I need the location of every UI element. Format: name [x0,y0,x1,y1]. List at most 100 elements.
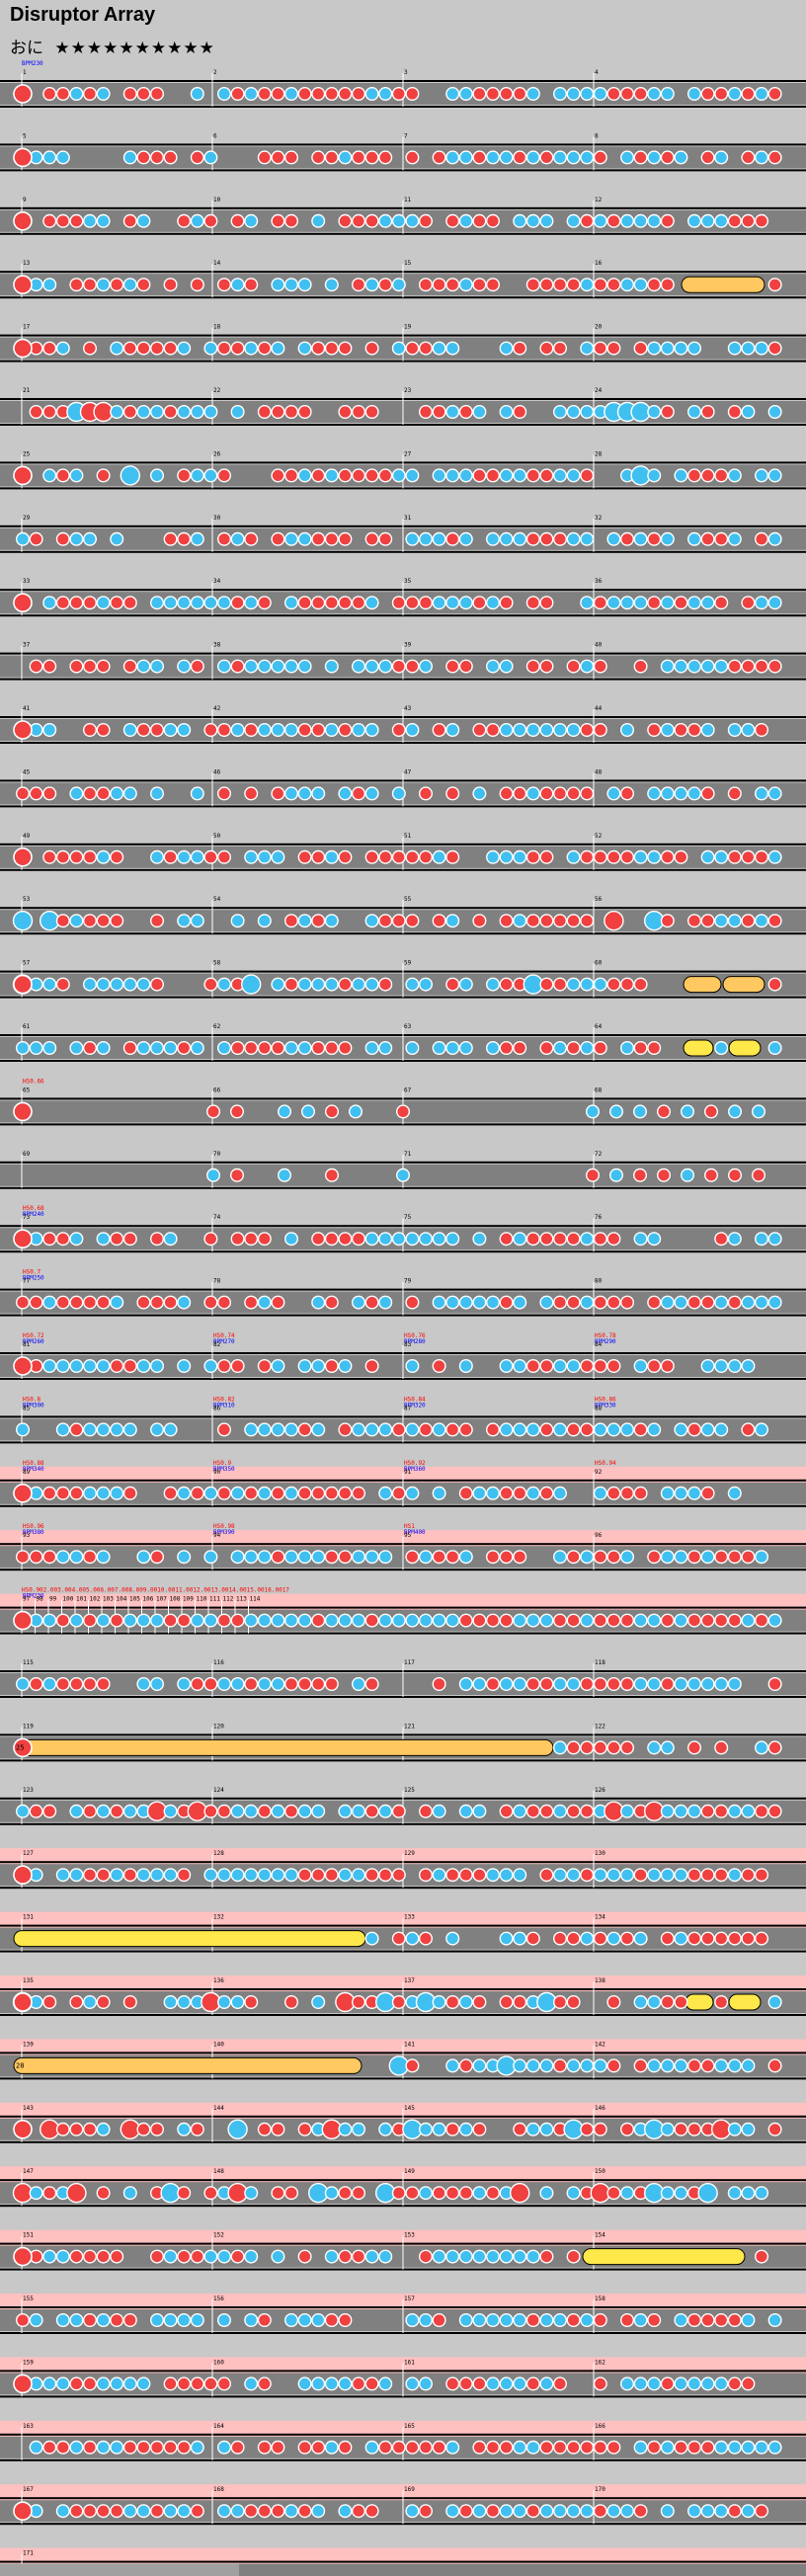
don-note [163,1486,178,1500]
don-note [513,1486,527,1500]
don-note [16,2312,31,2327]
measure-number: 133 [404,1914,415,1921]
measure-number: 108 [170,1596,181,1603]
ka-note [271,723,285,738]
ka-note [755,1550,769,1565]
ka-note [566,1868,581,1883]
ka-note [240,974,262,995]
don-note [13,1101,33,1122]
don-note [163,341,178,356]
don-note [486,468,501,483]
measure-number: 60 [595,960,603,967]
don-note [593,723,607,738]
don-note [244,1486,259,1500]
don-note [486,2504,501,2519]
don-note [513,341,527,356]
ka-note [364,914,379,928]
don-note [606,2058,621,2073]
don-note [620,86,635,101]
ka-note [513,2504,527,2519]
don-note [82,2249,97,2264]
ka-note [284,1486,299,1500]
ka-note [741,405,756,420]
don-note [338,86,353,101]
measure-number: 134 [595,1914,605,1921]
ka-note [271,1804,285,1818]
don-note [311,1868,326,1883]
ka-note [767,1994,782,2009]
don-note [741,1422,756,1437]
don-note [110,849,124,864]
don-note [216,341,231,356]
don-note [69,213,84,228]
measure-number: 85 [23,1405,31,1411]
don-note [110,1358,124,1373]
don-note [606,1550,621,1565]
ka-note [110,405,124,420]
don-note [714,531,729,546]
ka-note [445,2504,460,2519]
ka-note [55,341,70,356]
don-note [297,1868,312,1883]
don-note [755,849,769,864]
ka-note [122,278,137,292]
ka-note [553,1358,568,1373]
don-note [177,2249,192,2264]
don-note [432,278,446,292]
measure-number: 34 [213,578,221,585]
don-note [297,596,312,610]
ka-note [687,1804,702,1818]
don-note [110,1804,124,1818]
don-note [432,914,446,928]
ka-note [364,977,379,992]
measure-number: 73 [23,1214,31,1221]
don-note [244,1040,259,1055]
don-note [297,723,312,738]
measure-number: 28 [595,450,603,457]
ka-note [311,977,326,992]
ka-note [647,2376,662,2391]
measure-number: 13 [23,260,31,267]
don-note [257,405,272,420]
don-note [714,86,729,101]
don-note [687,2440,702,2455]
ka-note [580,278,595,292]
ka-note [271,1613,285,1628]
ka-note [29,2440,43,2455]
ka-note [458,468,473,483]
measure-number: 62 [213,1023,221,1030]
don-note [566,1295,581,1310]
ka-note [553,2504,568,2519]
ka-note [580,2504,595,2519]
ka-note [674,659,688,674]
ka-note [352,2122,366,2136]
ka-note [364,86,379,101]
measure-number: 117 [404,1659,415,1666]
ka-note [687,1486,702,1500]
ka-note [82,531,97,546]
don-note [190,150,204,165]
don-note [325,1104,340,1119]
ka-note [284,1422,299,1437]
ka-note [149,786,164,801]
don-note [177,1040,192,1055]
ka-note [16,1804,31,1818]
ka-note [445,150,460,165]
don-note [352,213,366,228]
ka-note [472,2186,487,2201]
ka-note [472,2249,487,2264]
don-note [391,86,406,101]
don-note [163,405,178,420]
measure-number: 147 [23,2168,34,2175]
don-note [257,2504,272,2519]
don-note [580,723,595,738]
ka-note [120,465,141,486]
ka-note [16,1676,31,1691]
ka-note [311,1422,326,1437]
ka-note [458,1676,473,1691]
ka-note [284,723,299,738]
measure-number: 41 [23,705,31,712]
don-note [205,1104,220,1119]
don-note [419,596,434,610]
ka-note [110,1422,124,1437]
